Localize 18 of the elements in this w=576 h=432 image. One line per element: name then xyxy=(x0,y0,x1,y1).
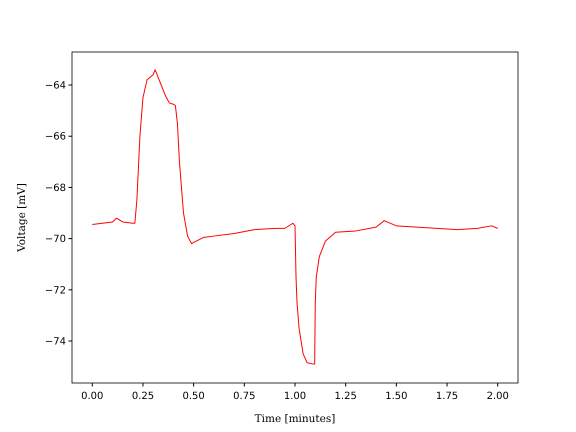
x-tick-label: 0.25 xyxy=(132,391,154,402)
y-tick-label: −64 xyxy=(44,80,66,92)
x-tick-label: 1.75 xyxy=(436,391,458,402)
y-tick-label: −70 xyxy=(44,234,66,246)
line-series xyxy=(92,69,498,365)
y-axis-title: Voltage [mV] xyxy=(16,183,28,253)
x-tick-label: 0.50 xyxy=(182,391,205,402)
x-tick-label: 0.00 xyxy=(81,391,104,402)
x-tick-label: 0.75 xyxy=(233,391,256,402)
x-tick-label: 1.25 xyxy=(334,391,357,402)
x-axis-title: Time [minutes] xyxy=(254,413,336,425)
y-tick-label: −74 xyxy=(44,336,66,348)
x-tick-label: 1.00 xyxy=(284,391,306,402)
x-tick-label: 1.50 xyxy=(385,391,408,402)
y-tick-label: −66 xyxy=(44,132,66,143)
y-tick-label: −68 xyxy=(44,182,66,194)
x-tick-label: 2.00 xyxy=(486,391,509,402)
y-tick-label: −72 xyxy=(44,285,66,296)
